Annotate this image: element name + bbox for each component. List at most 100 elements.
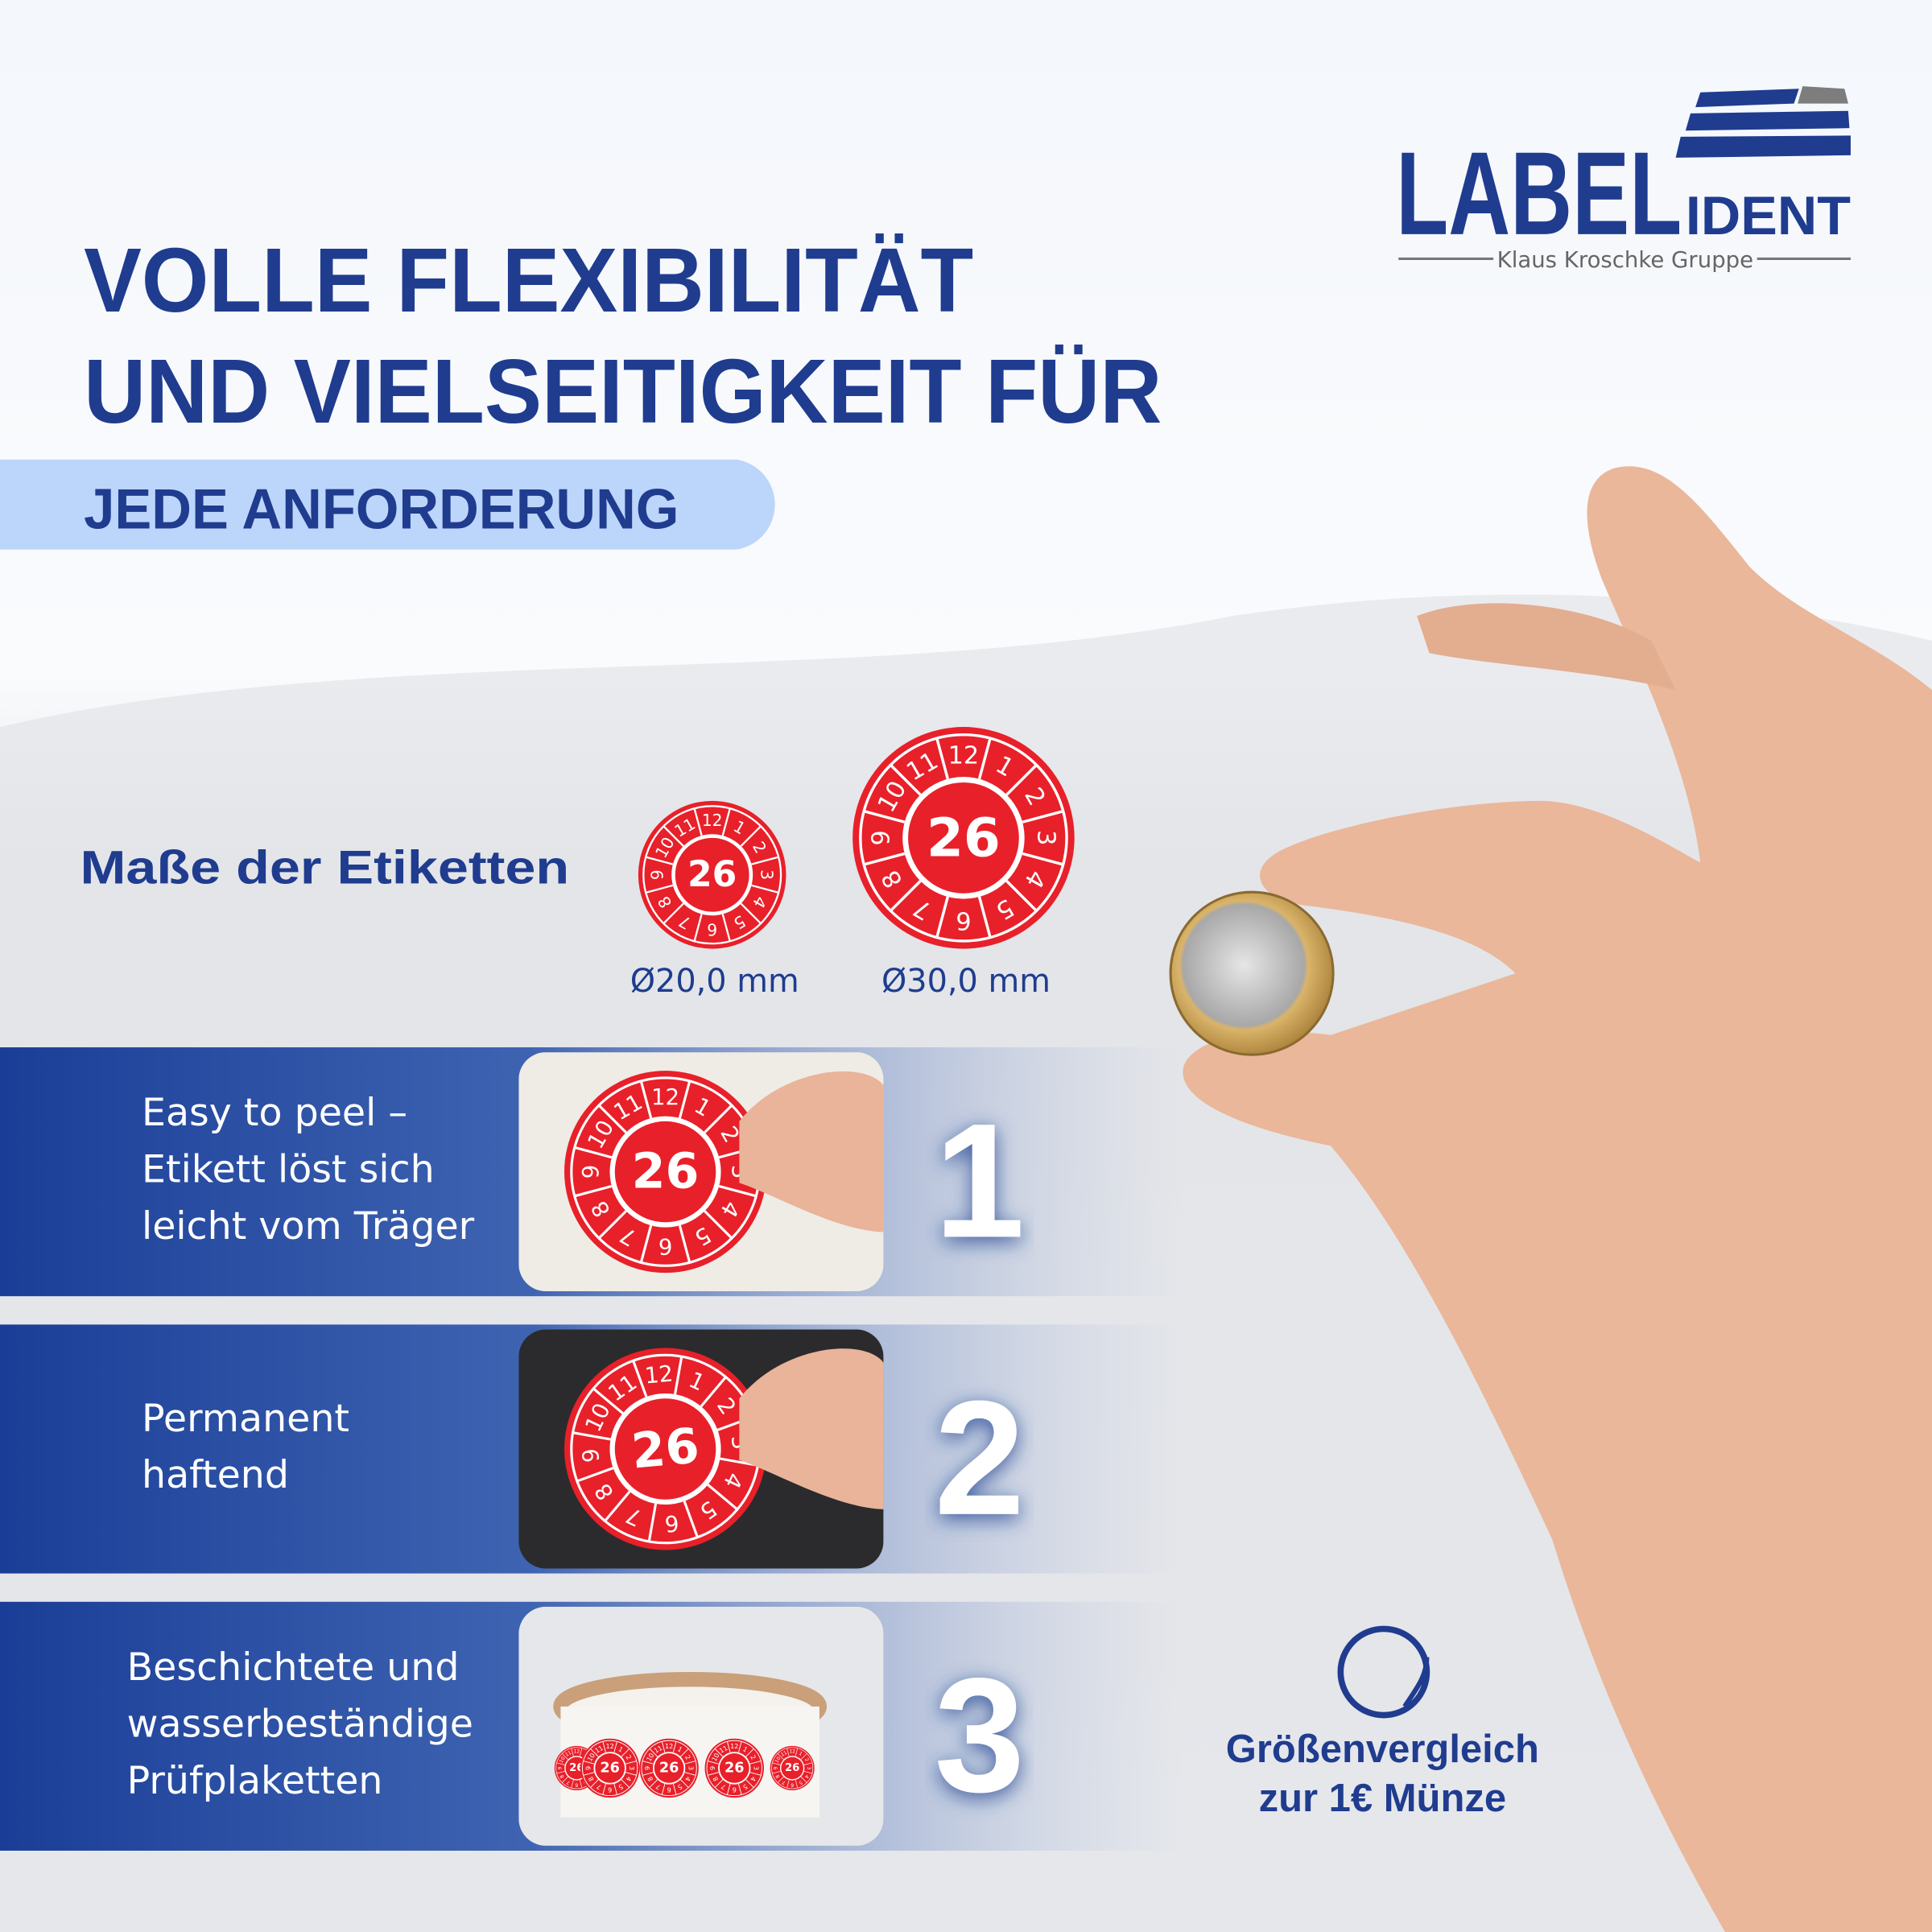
sticker-divider (574, 1184, 613, 1198)
sticker-divider (680, 1779, 689, 1788)
sticker-month: 1 (676, 1744, 683, 1753)
sticker-month: 12 (730, 1742, 738, 1750)
sticker-divider (678, 1080, 691, 1119)
sticker-divider (1022, 809, 1064, 824)
sticker-divider (602, 1783, 606, 1795)
sticker-month: 3 (806, 1766, 811, 1769)
sticker-ring (706, 1740, 762, 1797)
sticker-month: 12 (665, 1742, 673, 1750)
sticker-divider (803, 1771, 813, 1774)
sticker-divider (740, 902, 762, 924)
sticker-month: 2 (749, 1753, 758, 1761)
logo-group: Klaus Kroschke Gruppe (1497, 247, 1753, 273)
sticker-month: 10 (710, 1752, 721, 1763)
sticker-divider (678, 1224, 691, 1263)
sticker-month: 11 (780, 1750, 788, 1758)
sticker-divider (583, 1761, 595, 1765)
feature-number: 2 (935, 1367, 1025, 1549)
sticker-divider (721, 807, 731, 836)
sticker-month: 10 (559, 1756, 567, 1764)
sticker-divider (786, 1748, 790, 1757)
sticker-divider (597, 1210, 627, 1240)
sticker-month: 2 (683, 1753, 692, 1761)
sticker-month: 6 (707, 920, 717, 939)
logo-stripes (1675, 86, 1851, 158)
sticker-divider (1005, 764, 1038, 796)
sticker-month: 9 (773, 1766, 778, 1769)
sticker-divider (700, 1376, 727, 1408)
logo-suffix: IDENT (1686, 186, 1851, 246)
sticker-divider (672, 1783, 677, 1795)
sticker-divider (726, 1783, 731, 1795)
sticker-ring (859, 733, 1068, 943)
sticker-month: 5 (676, 1782, 683, 1791)
sticker-divider (704, 1210, 733, 1240)
sticker-month: 7 (566, 1779, 572, 1785)
sticker-center-red (908, 782, 1019, 894)
sticker-divider (718, 1184, 757, 1198)
sticker-divider (571, 1748, 574, 1757)
sticker-year: 26 (632, 1144, 700, 1200)
sticker-month: 11 (718, 1744, 729, 1755)
sticker-divider (683, 1501, 699, 1538)
coin (1169, 890, 1335, 1056)
feature-text: Permanent (142, 1397, 349, 1441)
compare-caption: zur 1€ Münze (1259, 1777, 1506, 1820)
sizes-title: Maße der Etiketten (80, 841, 569, 894)
sticker-divider (579, 1779, 583, 1789)
sticker-divider (556, 1762, 565, 1765)
sticker-divider (684, 1761, 696, 1765)
sticker-month: 12 (643, 1360, 674, 1389)
sticker-divider (751, 884, 779, 894)
sticker-center-red (614, 1121, 716, 1223)
finger (739, 1348, 884, 1509)
sticker-year: 26 (600, 1760, 620, 1776)
sticker-divider (647, 1503, 658, 1542)
sticker-month: 12 (702, 811, 723, 830)
sticker-divider (800, 1753, 807, 1760)
sticker-divider (571, 1779, 574, 1789)
sticker-month: 1 (798, 1751, 803, 1757)
sticker-divider (673, 1356, 683, 1395)
feature-photo: 1234567891011122612345678910111226123456… (518, 1606, 884, 1846)
sticker-month: 10 (774, 1756, 782, 1764)
sticker-divider (714, 1779, 724, 1788)
sticker-month: 4 (749, 1775, 758, 1782)
sticker-month: 2 (803, 1757, 810, 1763)
sticker-center-red (719, 1753, 749, 1783)
highlight-bar (0, 459, 775, 550)
sticker-month: 4 (683, 1775, 692, 1782)
sticker-month: 11 (653, 1744, 664, 1755)
sticker-month: 9 (643, 1766, 651, 1770)
sticker-divider (613, 1783, 617, 1795)
sticker-ring (641, 1740, 697, 1797)
sticker-month: 12 (948, 741, 980, 770)
sticker-center-red (675, 837, 749, 912)
sticker-month: 6 (667, 1786, 671, 1794)
sticker-divider (1005, 880, 1038, 912)
sticker-divider (642, 1761, 654, 1765)
sticker-divider (795, 1748, 799, 1757)
sticker-month: 9 (584, 1766, 592, 1770)
sticker-month: 8 (559, 1773, 566, 1779)
sticker-year: 26 (687, 854, 737, 895)
headline-highlight: JEDE ANFORDERUNG (84, 477, 679, 541)
sticker-divider (935, 896, 949, 939)
sticker-divider (721, 914, 731, 942)
hand (1183, 466, 1932, 1932)
sticker-divider (649, 1748, 658, 1757)
sticker-divider (561, 1776, 568, 1783)
sticker-divider (800, 1776, 807, 1783)
sticker-month: 6 (608, 1786, 612, 1794)
sticker-month: 11 (593, 1744, 605, 1755)
sticker-year: 26 (659, 1760, 679, 1776)
sticker-divider (738, 1783, 742, 1795)
sticker-divider (693, 807, 703, 836)
sticker-divider (935, 737, 949, 780)
